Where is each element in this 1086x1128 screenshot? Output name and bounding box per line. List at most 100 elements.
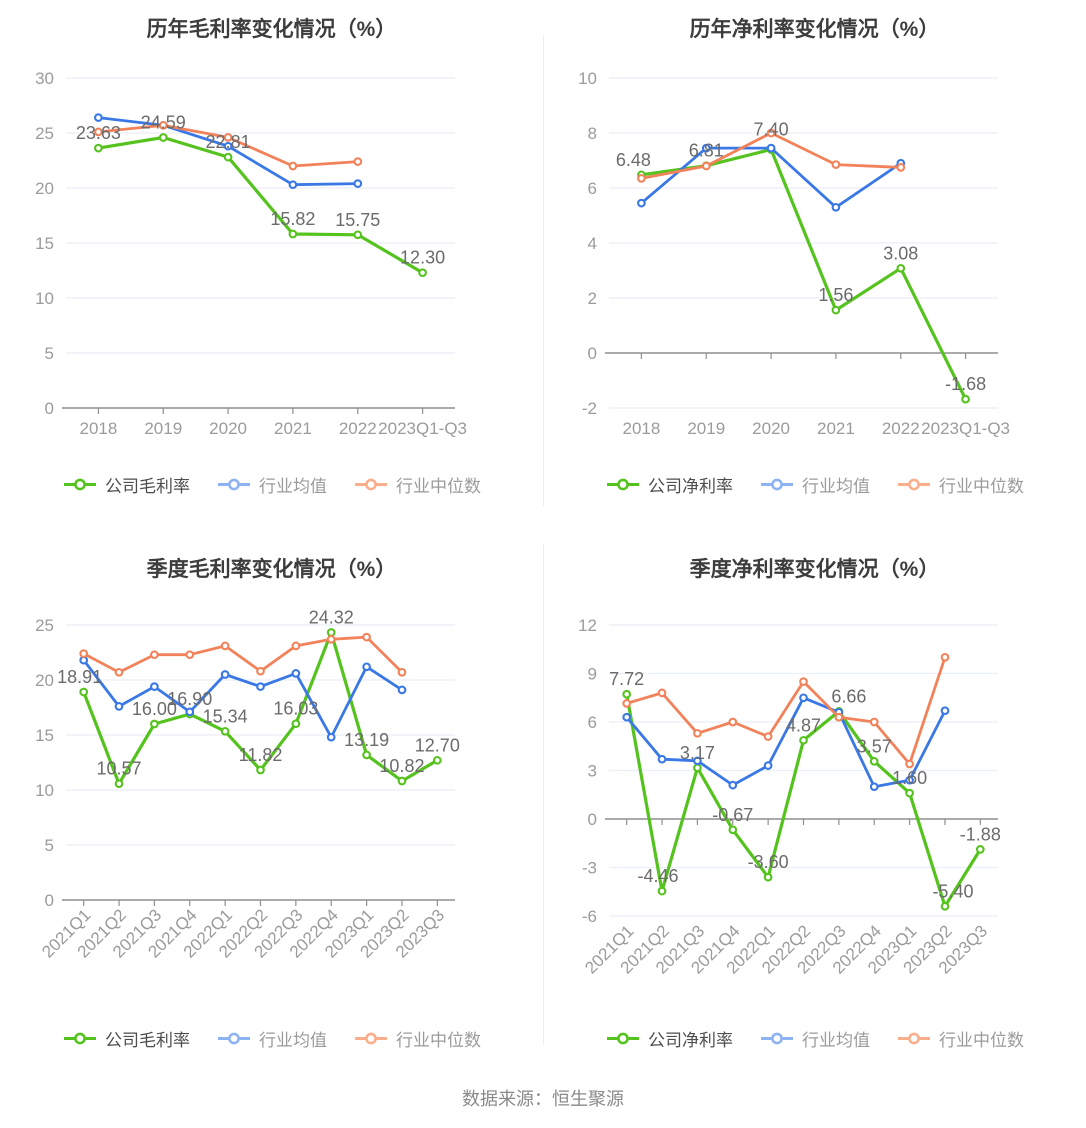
svg-text:24.59: 24.59 [141, 113, 186, 133]
series-industry_median [79, 632, 407, 677]
legend-label: 行业均值 [259, 1031, 327, 1050]
svg-text:1.60: 1.60 [892, 768, 927, 788]
svg-text:15.75: 15.75 [335, 210, 380, 230]
legend-item-company[interactable]: 公司净利率 [605, 472, 733, 497]
svg-text:11.82: 11.82 [239, 745, 283, 765]
chart-panel-quarterly-gross-margin: 季度毛利率变化情况（%） 0 5 10 15 20 25 2021Q1 2021Q2 2021Q… [0, 540, 543, 1084]
svg-text:15.34: 15.34 [203, 706, 248, 726]
svg-text:16.90: 16.90 [167, 689, 212, 709]
legend-item-industry_avg[interactable]: 行业均值 [216, 1026, 327, 1051]
legend-label: 公司净利率 [648, 477, 733, 496]
svg-text:10.57: 10.57 [97, 759, 142, 779]
legend-item-company[interactable]: 公司毛利率 [62, 1026, 190, 1051]
legend-label: 行业均值 [802, 1031, 870, 1050]
legend-line-marker-icon [761, 478, 793, 491]
svg-text:2022: 2022 [339, 419, 377, 438]
svg-text:25: 25 [35, 616, 54, 635]
svg-text:0: 0 [588, 810, 597, 829]
annual-gross-margin-chart: 0 5 10 15 20 25 30 2018 2019 2020 2021 2022 2023Q1-Q… [35, 69, 467, 438]
svg-text:2019: 2019 [687, 419, 725, 438]
grid-and-axes: -2 0 2 4 6 8 10 2018 2019 2020 2021 2022 2023Q1-Q3 [578, 69, 1010, 438]
legend-label: 行业均值 [259, 477, 327, 496]
svg-text:15.82: 15.82 [270, 209, 315, 229]
svg-text:20: 20 [35, 671, 54, 690]
legend-line-marker-icon [218, 1032, 250, 1045]
svg-text:30: 30 [35, 69, 54, 88]
svg-text:5: 5 [45, 836, 54, 855]
legend-label: 行业均值 [802, 477, 870, 496]
legend-item-company[interactable]: 公司毛利率 [62, 472, 190, 497]
svg-text:6.81: 6.81 [689, 141, 724, 161]
series-company [79, 628, 442, 789]
panel-divider-top [543, 36, 544, 506]
svg-text:8: 8 [588, 124, 597, 143]
svg-text:-1.88: -1.88 [960, 824, 1001, 844]
legend-item-industry_median[interactable]: 行业中位数 [353, 472, 481, 497]
svg-text:13.19: 13.19 [344, 730, 389, 750]
svg-text:15: 15 [35, 234, 54, 253]
chart-title: 历年毛利率变化情况（%） [146, 18, 397, 41]
legend-item-industry_avg[interactable]: 行业均值 [216, 472, 327, 497]
svg-text:0: 0 [45, 399, 54, 418]
legend-line-marker-icon [898, 478, 930, 491]
svg-text:-1.68: -1.68 [945, 374, 986, 394]
series-industry_median [94, 120, 363, 171]
quarterly-gross-margin-chart: 05101520252021Q12021Q22021Q32021Q42022Q1… [35, 607, 460, 961]
chart-panel-annual-net-margin: 历年净利率变化情况（%） -2 0 2 4 6 8 10 2018 2019 2020 2021 20… [543, 0, 1086, 540]
legend-label: 行业中位数 [939, 477, 1024, 496]
series-industry_avg [637, 143, 906, 212]
legend-line-marker-icon [218, 478, 250, 491]
quarterly-net-margin-chart: -6-30369122021Q12021Q22021Q32021Q42022Q1… [578, 616, 1001, 978]
svg-text:3.08: 3.08 [883, 243, 918, 263]
svg-text:7.72: 7.72 [609, 669, 644, 689]
svg-text:10: 10 [35, 781, 54, 800]
svg-text:3: 3 [588, 762, 597, 781]
svg-text:6.48: 6.48 [616, 150, 651, 170]
legend-label: 行业中位数 [939, 1031, 1024, 1050]
legend-item-industry_median[interactable]: 行业中位数 [896, 1026, 1024, 1051]
svg-text:2020: 2020 [209, 419, 247, 438]
legend-item-company[interactable]: 公司净利率 [605, 1026, 733, 1051]
legend-item-industry_avg[interactable]: 行业均值 [759, 472, 870, 497]
company-value-labels: 7.72 -4.46 3.17 -0.67 -3.60 4.87 6.66 3.571.60 -… [609, 669, 1001, 901]
svg-text:-3: -3 [582, 859, 597, 878]
svg-text:1.56: 1.56 [818, 285, 853, 305]
data-source-note: 数据来源：恒生聚源 [462, 1089, 624, 1109]
svg-text:-3.60: -3.60 [748, 852, 789, 872]
chart-title: 历年净利率变化情况（%） [689, 18, 940, 41]
chart-title: 季度净利率变化情况（%） [689, 558, 940, 581]
svg-text:6: 6 [588, 713, 597, 732]
svg-text:18.91: 18.91 [57, 667, 102, 687]
svg-text:2018: 2018 [80, 419, 118, 438]
svg-text:16.03: 16.03 [273, 699, 318, 719]
svg-text:-0.67: -0.67 [712, 805, 753, 825]
legend-label: 公司净利率 [648, 1031, 733, 1050]
svg-text:22.81: 22.81 [206, 132, 251, 152]
svg-text:3.17: 3.17 [680, 743, 715, 763]
svg-text:-6: -6 [582, 907, 597, 926]
legend-item-industry_median[interactable]: 行业中位数 [896, 472, 1024, 497]
svg-text:25: 25 [35, 124, 54, 143]
svg-text:5: 5 [45, 344, 54, 363]
svg-text:12: 12 [578, 616, 597, 635]
legend-line-marker-icon [761, 1032, 793, 1045]
svg-text:16.00: 16.00 [132, 699, 177, 719]
chart-legend: 公司净利率 行业均值 行业中位数 [543, 1026, 1086, 1051]
svg-text:12.30: 12.30 [400, 248, 445, 268]
svg-text:24.32: 24.32 [309, 607, 354, 627]
legend-line-marker-icon [355, 1032, 387, 1045]
chart-title: 季度毛利率变化情况（%） [146, 558, 397, 581]
svg-text:2: 2 [588, 289, 597, 308]
legend-line-marker-icon [898, 1032, 930, 1045]
legend-line-marker-icon [607, 478, 639, 491]
legend-item-industry_avg[interactable]: 行业均值 [759, 1026, 870, 1051]
legend-line-marker-icon [607, 1032, 639, 1045]
svg-text:2018: 2018 [623, 419, 661, 438]
legend-item-industry_median[interactable]: 行业中位数 [353, 1026, 481, 1051]
svg-text:2019: 2019 [144, 419, 182, 438]
company-value-labels: 6.48 6.81 7.40 1.56 3.08 -1.68 [616, 120, 986, 395]
svg-text:-2: -2 [582, 399, 597, 418]
svg-text:15: 15 [35, 726, 54, 745]
series-industry_median [622, 652, 950, 769]
annual-net-margin-chart: -2 0 2 4 6 8 10 2018 2019 2020 2021 2022 2023Q1-Q3 6.… [578, 69, 1010, 438]
